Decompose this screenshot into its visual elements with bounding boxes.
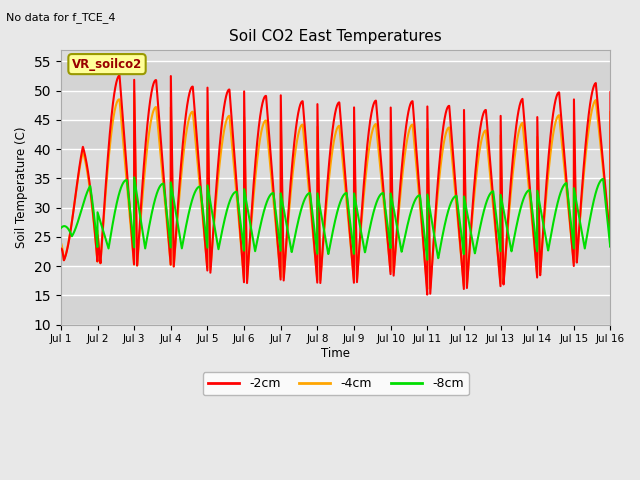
Bar <box>61 61 611 91</box>
Text: VR_soilco2: VR_soilco2 <box>72 58 142 71</box>
Bar <box>61 295 611 324</box>
Y-axis label: Soil Temperature (C): Soil Temperature (C) <box>15 126 28 248</box>
Bar <box>61 179 611 208</box>
X-axis label: Time: Time <box>321 347 350 360</box>
Bar <box>61 120 611 149</box>
Title: Soil CO2 East Temperatures: Soil CO2 East Temperatures <box>229 29 442 44</box>
Bar <box>61 266 611 295</box>
Bar <box>61 149 611 179</box>
Legend: -2cm, -4cm, -8cm: -2cm, -4cm, -8cm <box>203 372 468 395</box>
Text: No data for f_TCE_4: No data for f_TCE_4 <box>6 12 116 23</box>
Bar <box>61 237 611 266</box>
Bar <box>61 208 611 237</box>
Bar <box>61 91 611 120</box>
